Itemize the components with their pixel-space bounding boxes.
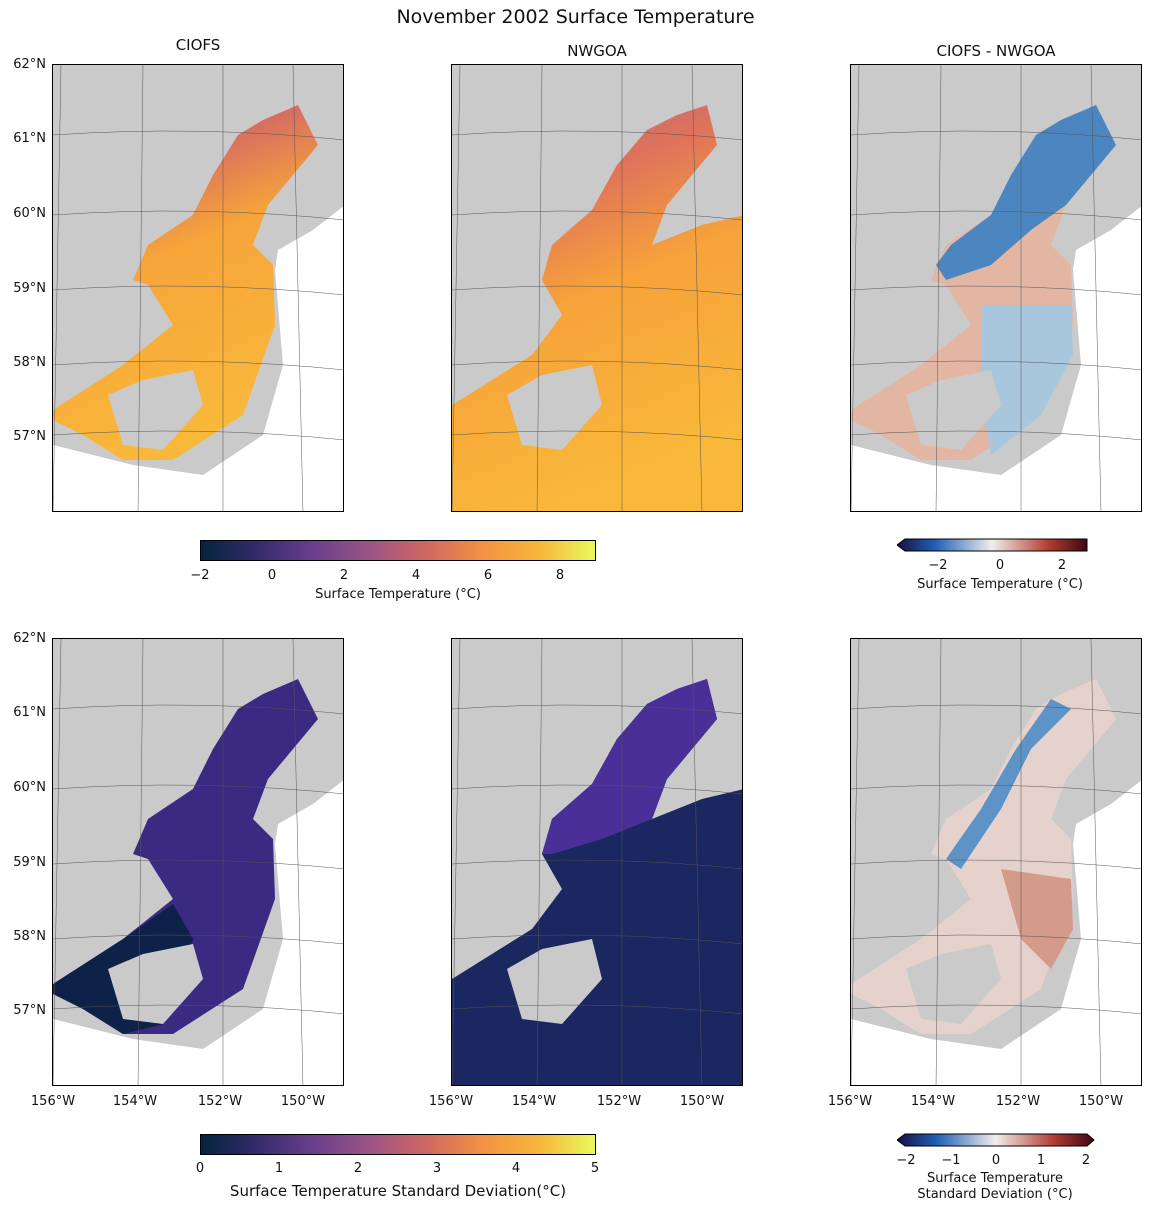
lon-label: 156°W xyxy=(428,1094,474,1109)
kodiak-island xyxy=(507,939,602,1024)
colorbar-tick: −2 xyxy=(928,558,948,573)
graticule xyxy=(851,65,1141,511)
colorbar-label: Surface Temperature Standard Deviation(°… xyxy=(229,1182,567,1200)
map-diff-std xyxy=(850,638,1142,1086)
lat-label: 61°N xyxy=(13,705,46,720)
graticule xyxy=(452,639,742,1085)
lat-label: 60°N xyxy=(13,206,46,221)
map-nwgoa-std xyxy=(451,638,743,1086)
lon-label: 154°W xyxy=(910,1094,956,1109)
colorbar-tick: 8 xyxy=(555,568,565,583)
lat-label: 59°N xyxy=(13,281,46,296)
kodiak-island xyxy=(906,944,1001,1024)
lat-label: 58°N xyxy=(13,355,46,370)
lon-label: 156°W xyxy=(827,1094,873,1109)
colorbar-tick: 5 xyxy=(590,1161,600,1176)
lat-label: 62°N xyxy=(13,631,46,646)
colorbar-tick: 0 xyxy=(995,558,1005,573)
lat-label: 62°N xyxy=(13,57,46,72)
lon-label: 150°W xyxy=(1078,1094,1124,1109)
colorbar-std xyxy=(200,1134,596,1155)
lat-label: 59°N xyxy=(13,855,46,870)
kodiak-island xyxy=(906,370,1001,450)
colorbar-std-diff xyxy=(897,1133,1095,1147)
colorbar-tick: 3 xyxy=(432,1161,442,1176)
lat-label: 57°N xyxy=(13,429,46,444)
lon-label: 156°W xyxy=(30,1094,76,1109)
open-ocean xyxy=(851,206,1141,511)
map-diff-mean-svg xyxy=(851,65,1141,511)
graticule xyxy=(851,639,1141,1085)
negative-diff-channel xyxy=(946,699,1071,869)
graticule xyxy=(53,65,343,511)
map-ciofs-mean xyxy=(52,64,344,512)
open-ocean xyxy=(53,780,343,1085)
lat-label: 58°N xyxy=(13,929,46,944)
map-ciofs-mean-svg xyxy=(53,65,343,511)
colorbar-temp-diff xyxy=(897,538,1088,552)
lon-label: 154°W xyxy=(511,1094,557,1109)
open-ocean xyxy=(53,206,343,511)
column-title-ciofs: CIOFS xyxy=(175,36,221,54)
figure-title: November 2002 Surface Temperature xyxy=(396,6,755,28)
colorbar-tick: −2 xyxy=(190,568,210,583)
colorbar-temp xyxy=(200,540,596,561)
lon-label: 150°W xyxy=(280,1094,326,1109)
kodiak-island xyxy=(108,370,203,450)
lon-label: 152°W xyxy=(197,1094,243,1109)
colorbar-tick: 0 xyxy=(267,568,277,583)
graticule xyxy=(53,639,343,1085)
map-ciofs-std xyxy=(52,638,344,1086)
map-diff-mean xyxy=(850,64,1142,512)
colorbar-tick: −1 xyxy=(941,1153,961,1168)
colorbar-tick: 4 xyxy=(511,1161,521,1176)
colorbar-tick: 2 xyxy=(353,1161,363,1176)
colorbar-tick: 0 xyxy=(991,1153,1001,1168)
colorbar-tick: 4 xyxy=(411,568,421,583)
colorbar-label-line2: Standard Deviation (°C) xyxy=(917,1187,1073,1202)
lon-label: 150°W xyxy=(679,1094,725,1109)
map-ciofs-std-svg xyxy=(53,639,343,1085)
colorbar-tick: 1 xyxy=(274,1161,284,1176)
negative-diff-region xyxy=(936,105,1116,280)
colorbar-tick: 0 xyxy=(195,1161,205,1176)
column-title-nwgoa: NWGOA xyxy=(567,42,627,60)
lat-label: 57°N xyxy=(13,1003,46,1018)
lat-label: 61°N xyxy=(13,131,46,146)
colorbar-tick: 2 xyxy=(1057,558,1067,573)
cook-inlet-temp xyxy=(53,105,318,460)
colorbar-label-line1: Surface Temperature xyxy=(926,1171,1063,1186)
open-ocean xyxy=(851,780,1141,1085)
graticule xyxy=(452,65,742,511)
kodiak-island xyxy=(108,944,203,1024)
colorbar-tick: 1 xyxy=(1036,1153,1046,1168)
map-nwgoa-mean xyxy=(451,64,743,512)
negative-diff-south xyxy=(981,305,1073,455)
lat-label: 60°N xyxy=(13,780,46,795)
column-title-diff: CIOFS - NWGOA xyxy=(936,42,1056,60)
kodiak-island xyxy=(507,365,602,450)
high-std-inlet xyxy=(542,679,717,854)
lon-label: 152°W xyxy=(995,1094,1041,1109)
map-diff-std-svg xyxy=(851,639,1141,1085)
lon-label: 154°W xyxy=(112,1094,158,1109)
colorbar-label: Surface Temperature (°C) xyxy=(917,577,1083,592)
map-nwgoa-mean-svg xyxy=(452,65,742,511)
colorbar-tick: −2 xyxy=(896,1153,916,1168)
colorbar-tick: 2 xyxy=(339,568,349,583)
colorbar-tick: 6 xyxy=(483,568,493,583)
colorbar-label: Surface Temperature (°C) xyxy=(315,587,481,602)
colorbar-tick: 2 xyxy=(1081,1153,1091,1168)
lon-label: 152°W xyxy=(596,1094,642,1109)
map-nwgoa-std-svg xyxy=(452,639,742,1085)
positive-diff-region xyxy=(1001,869,1073,969)
